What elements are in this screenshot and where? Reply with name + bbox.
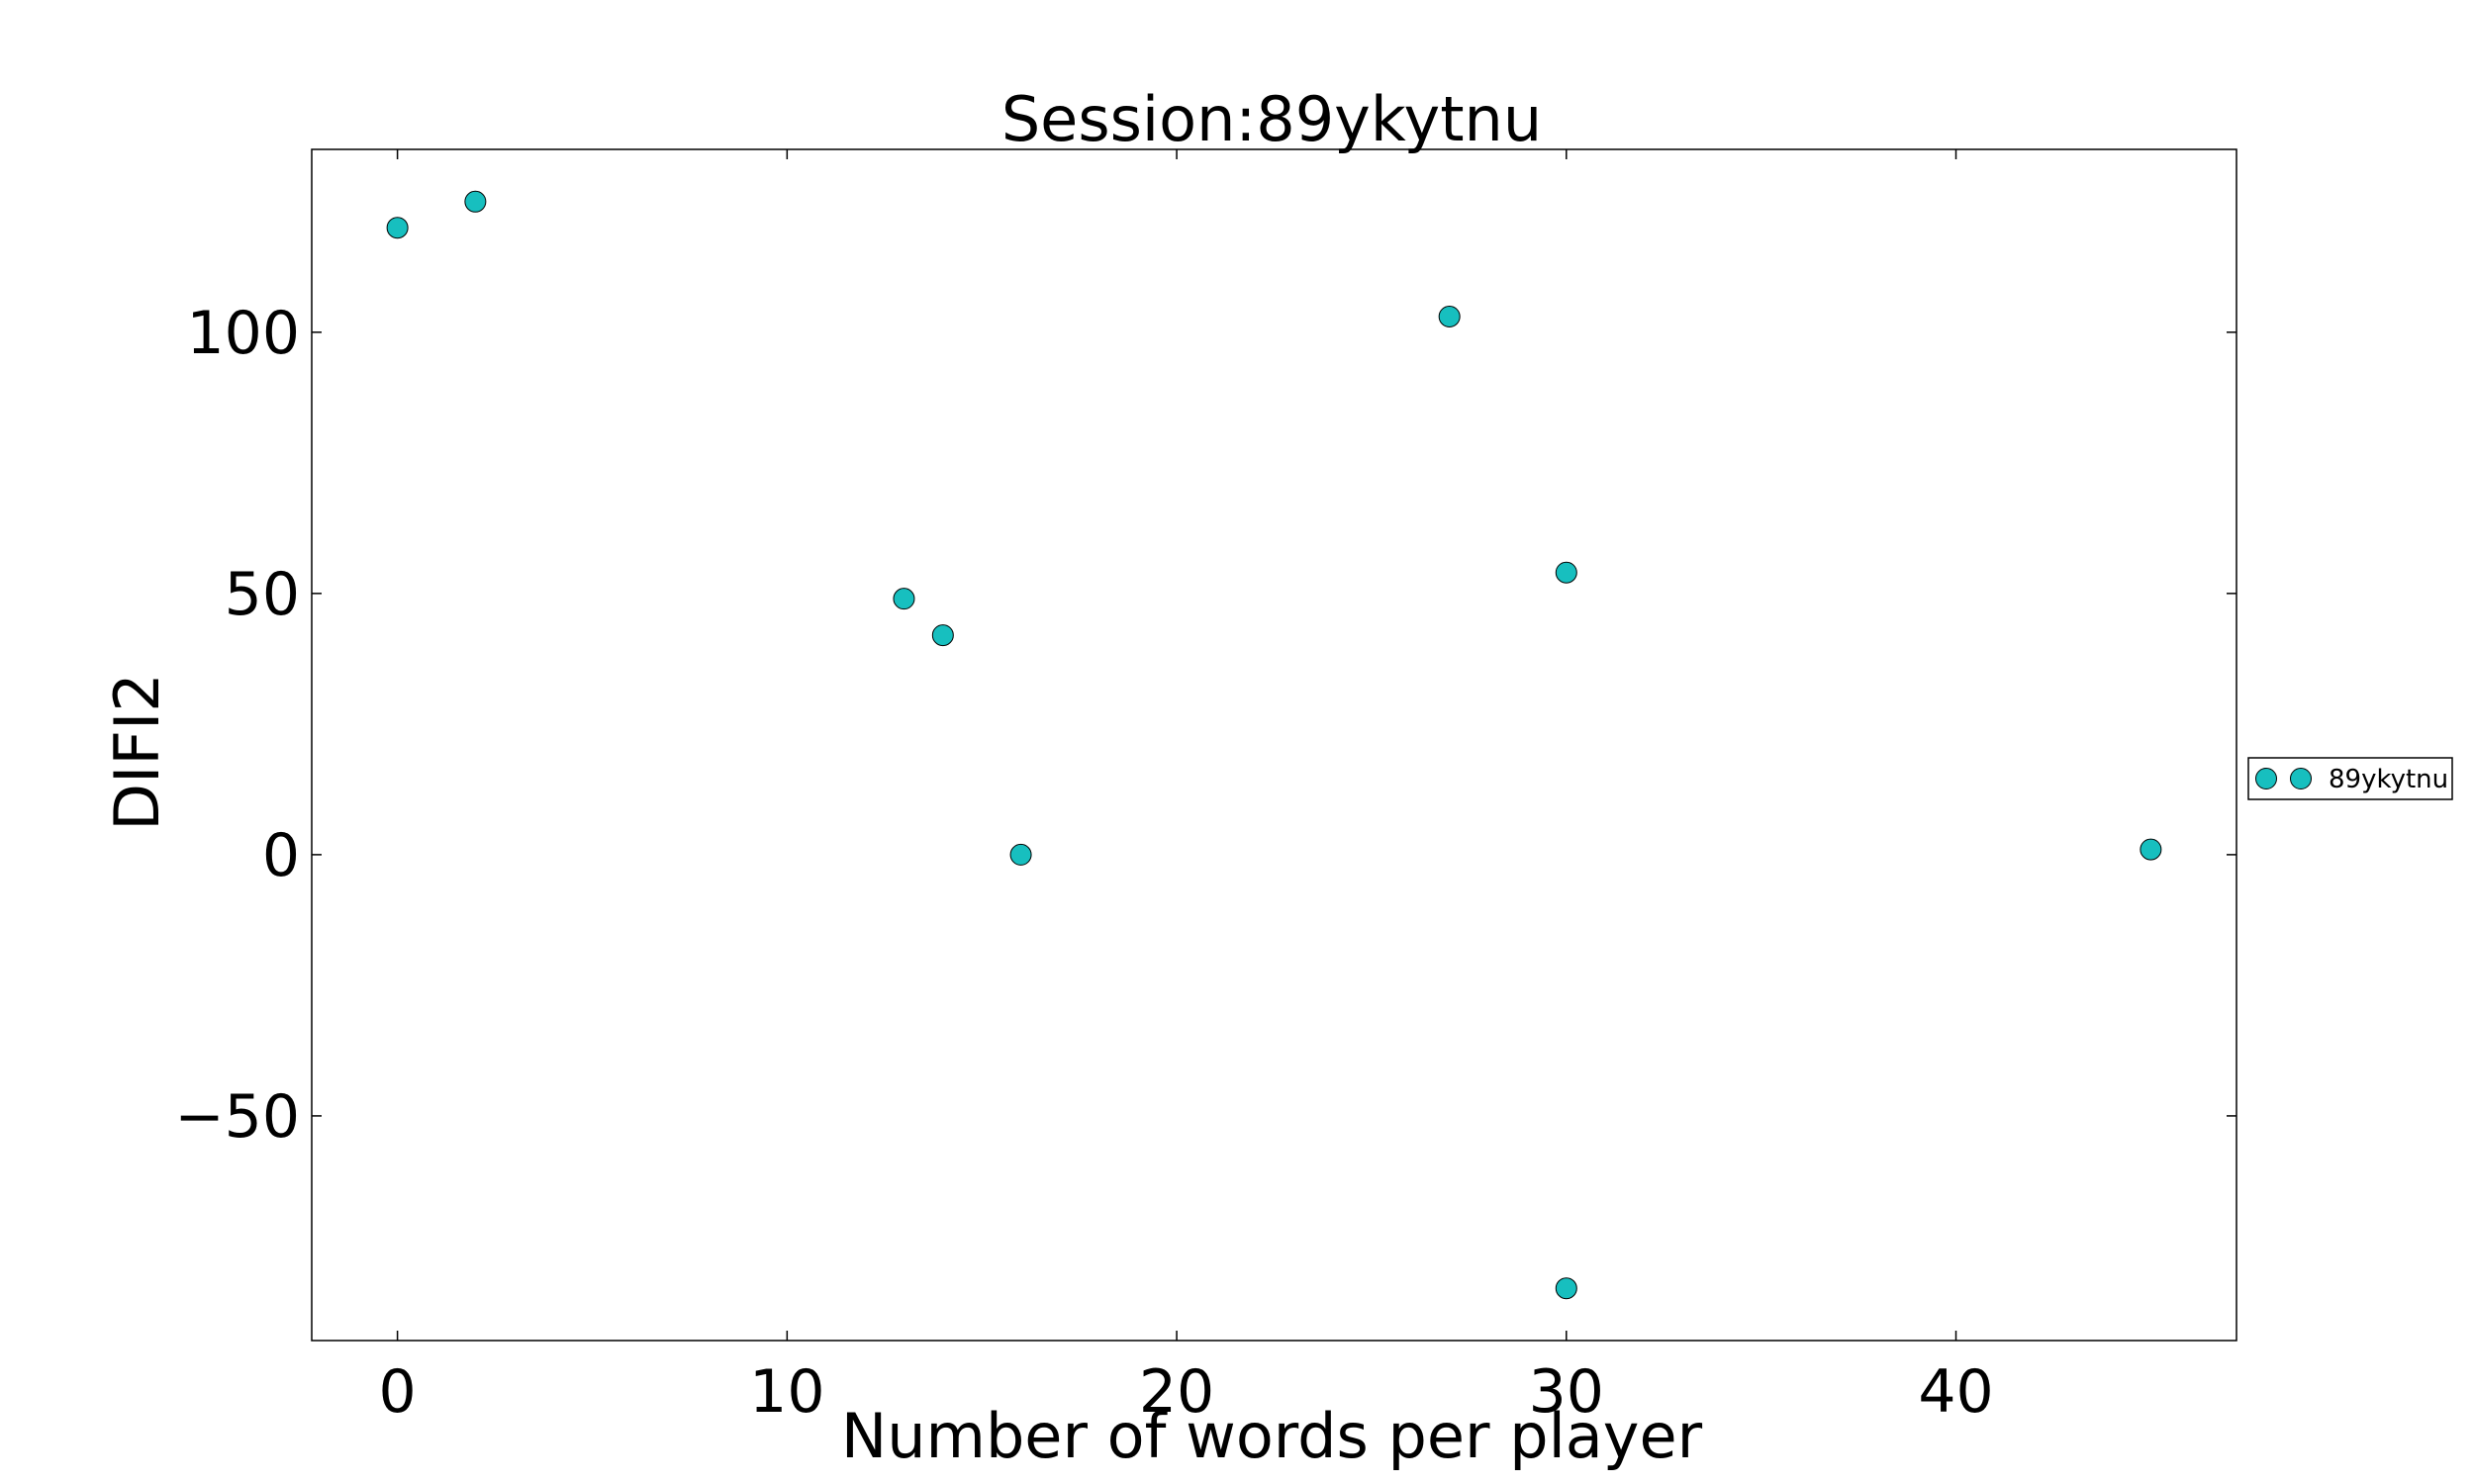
x-axis: 0 10 20 30 40 bbox=[379, 149, 1994, 1427]
y-tick-label: 50 bbox=[225, 560, 300, 629]
scatter-point bbox=[1009, 843, 1032, 866]
x-axis-title: Number of words per player bbox=[841, 1400, 1703, 1472]
scatter-point bbox=[386, 217, 409, 239]
scatter-point bbox=[1555, 1277, 1577, 1300]
legend-label: 89ykytnu bbox=[2329, 765, 2448, 794]
y-axis: −50 0 50 100 bbox=[174, 299, 2236, 1152]
scatter-point bbox=[1555, 561, 1577, 584]
scatter-point bbox=[2140, 838, 2162, 861]
x-tick-label: 30 bbox=[1529, 1357, 1604, 1427]
y-tick-label: 100 bbox=[186, 299, 300, 368]
plot-frame bbox=[311, 148, 2237, 1342]
x-tick-label: 0 bbox=[379, 1357, 417, 1427]
chart-title: Session:89ykytnu bbox=[1001, 83, 1542, 155]
y-axis-title: DIFI2 bbox=[101, 673, 173, 830]
x-tick-label: 40 bbox=[1918, 1357, 1993, 1427]
scatter-point bbox=[931, 624, 954, 647]
y-tick-label: −50 bbox=[174, 1082, 300, 1152]
legend-marker-icon bbox=[2290, 768, 2312, 789]
plot-area bbox=[311, 148, 2237, 1342]
scatter-point bbox=[1438, 305, 1461, 327]
y-tick-label: 0 bbox=[262, 821, 300, 890]
data-points bbox=[386, 190, 2162, 1300]
scatter-point bbox=[464, 190, 487, 213]
legend-marker-icon bbox=[2255, 768, 2277, 789]
scatter-point bbox=[893, 588, 915, 610]
legend: 89ykytnu bbox=[2247, 757, 2453, 800]
x-tick-label: 20 bbox=[1139, 1357, 1214, 1427]
x-tick-label: 10 bbox=[749, 1357, 824, 1427]
legend-box bbox=[2247, 757, 2453, 800]
